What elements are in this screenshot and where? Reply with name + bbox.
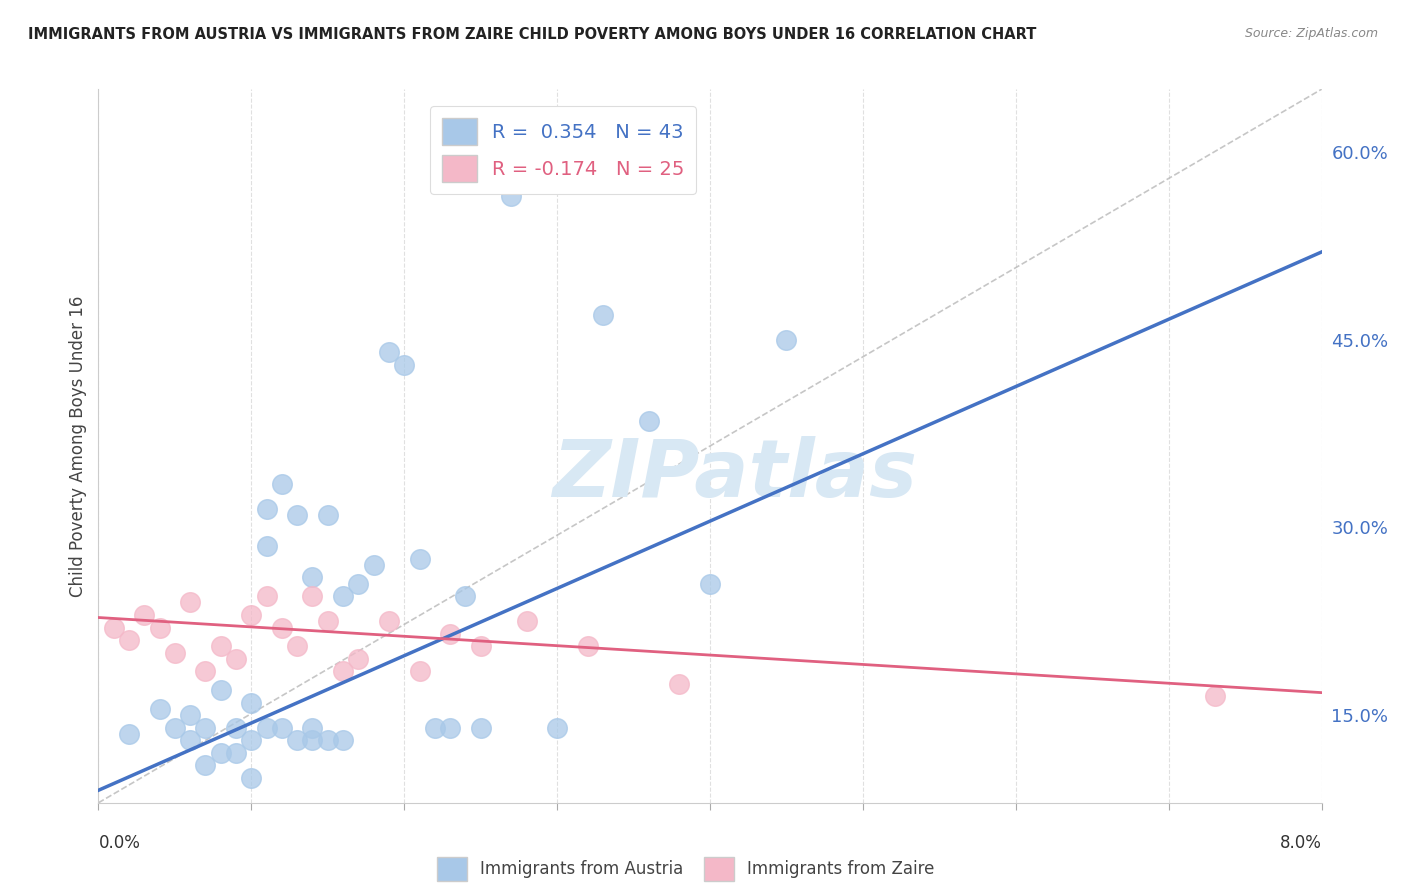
Point (194, 721, 217, 735)
Point (1204, 690, 1226, 704)
Point (516, 614, 538, 628)
Point (225, 721, 247, 735)
Text: Source: ZipAtlas.com: Source: ZipAtlas.com (1244, 27, 1378, 40)
Point (270, 476, 294, 491)
Point (163, 721, 186, 735)
Point (316, 508, 339, 522)
Point (149, 621, 172, 635)
Point (256, 501, 278, 516)
Point (378, 614, 401, 628)
Point (256, 539, 278, 553)
Point (501, 188, 523, 202)
Point (699, 576, 721, 591)
Point (470, 721, 492, 735)
Point (546, 721, 568, 735)
Point (301, 733, 323, 747)
Point (209, 640, 232, 654)
Point (363, 558, 385, 572)
Point (637, 414, 661, 428)
Point (285, 640, 308, 654)
Point (316, 614, 339, 628)
Point (134, 607, 156, 622)
Point (454, 589, 477, 603)
Point (118, 727, 141, 741)
Point (332, 665, 354, 679)
Point (439, 721, 461, 735)
Point (775, 333, 797, 347)
Point (408, 551, 430, 566)
Point (225, 652, 247, 666)
Point (392, 358, 416, 372)
Point (576, 640, 599, 654)
Point (301, 570, 323, 584)
Point (301, 721, 323, 735)
Point (179, 595, 201, 609)
Point (378, 345, 401, 359)
Point (209, 683, 232, 698)
Point (332, 733, 354, 747)
Point (179, 733, 201, 747)
Point (301, 589, 323, 603)
Point (270, 621, 294, 635)
Point (149, 702, 172, 716)
Text: IMMIGRANTS FROM AUSTRIA VS IMMIGRANTS FROM ZAIRE CHILD POVERTY AMONG BOYS UNDER : IMMIGRANTS FROM AUSTRIA VS IMMIGRANTS FR… (28, 27, 1036, 42)
Point (270, 721, 294, 735)
Point (240, 733, 263, 747)
Text: 0.0%: 0.0% (98, 834, 141, 852)
Point (470, 640, 492, 654)
Point (285, 508, 308, 522)
Point (408, 665, 430, 679)
Point (316, 733, 339, 747)
Point (285, 733, 308, 747)
Point (256, 589, 278, 603)
Point (163, 646, 186, 660)
Point (439, 627, 461, 641)
Point (209, 746, 232, 760)
Point (256, 721, 278, 735)
Text: ZIPatlas: ZIPatlas (553, 435, 917, 514)
Point (347, 576, 370, 591)
Point (118, 633, 141, 648)
Point (194, 758, 217, 772)
Point (179, 708, 201, 723)
Point (347, 652, 370, 666)
Y-axis label: Child Poverty Among Boys Under 16: Child Poverty Among Boys Under 16 (69, 295, 87, 597)
Point (332, 589, 354, 603)
Point (668, 677, 690, 691)
Point (225, 746, 247, 760)
Point (240, 607, 263, 622)
Point (103, 621, 125, 635)
Point (592, 308, 614, 322)
Point (194, 665, 217, 679)
Point (240, 696, 263, 710)
Text: 8.0%: 8.0% (1279, 834, 1322, 852)
Point (240, 771, 263, 785)
Point (423, 721, 446, 735)
Legend: Immigrants from Austria, Immigrants from Zaire: Immigrants from Austria, Immigrants from… (430, 850, 941, 888)
